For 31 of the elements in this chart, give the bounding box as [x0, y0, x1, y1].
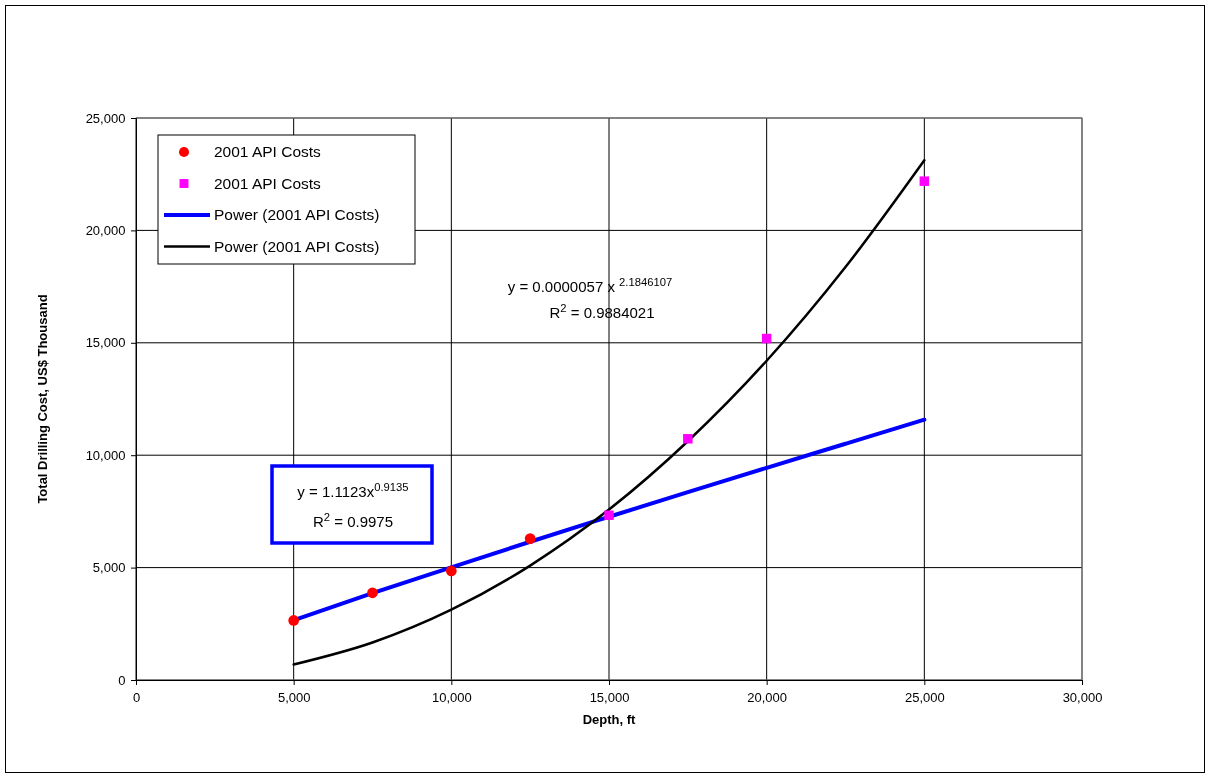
x-tick-label: 5,000	[277, 690, 311, 706]
x-tick-label: 20,000	[747, 690, 788, 706]
point	[604, 510, 614, 520]
legend-label: Power (2001 API Costs)	[214, 237, 380, 255]
annotation: y = 0.0000057 x $^{2.1846107}$	[507, 276, 673, 295]
y-tick-label: 5,000	[92, 560, 126, 576]
legend-label: 2001 API Costs	[214, 174, 322, 192]
point	[445, 565, 457, 577]
point	[919, 176, 930, 186]
annotation: R$^{2}$ = 0.9975	[312, 511, 394, 530]
y-tick-label: 20,000	[85, 223, 126, 239]
x-tick-label: 30,000	[1062, 690, 1103, 706]
x-axis-title: Depth, ft	[582, 712, 637, 727]
y-tick-label: 15,000	[85, 335, 126, 351]
point	[367, 587, 378, 599]
point	[761, 333, 772, 344]
y-tick-label: 10,000	[85, 447, 126, 463]
annotation: y = 1.1123x$^{0.9135}$	[297, 481, 409, 500]
y-axis-title: Total Drilling Cost, US$ Thousand	[35, 294, 50, 504]
x-tick-label: 15,000	[589, 690, 630, 706]
legend-label: Power (2001 API Costs)	[214, 206, 380, 223]
y-tick-label: 25,000	[85, 110, 126, 126]
legend-label: 2001 API Costs	[214, 143, 322, 160]
point	[524, 533, 536, 544]
annotation: R$^{2}$ = 0.9884021	[549, 302, 655, 321]
x-tick-label: 10,000	[431, 690, 472, 706]
point	[288, 615, 300, 626]
y-tick-label: 0	[118, 672, 126, 688]
x-tick-label: 25,000	[904, 690, 945, 706]
x-tick-label: 0	[132, 690, 141, 706]
point	[683, 434, 693, 444]
